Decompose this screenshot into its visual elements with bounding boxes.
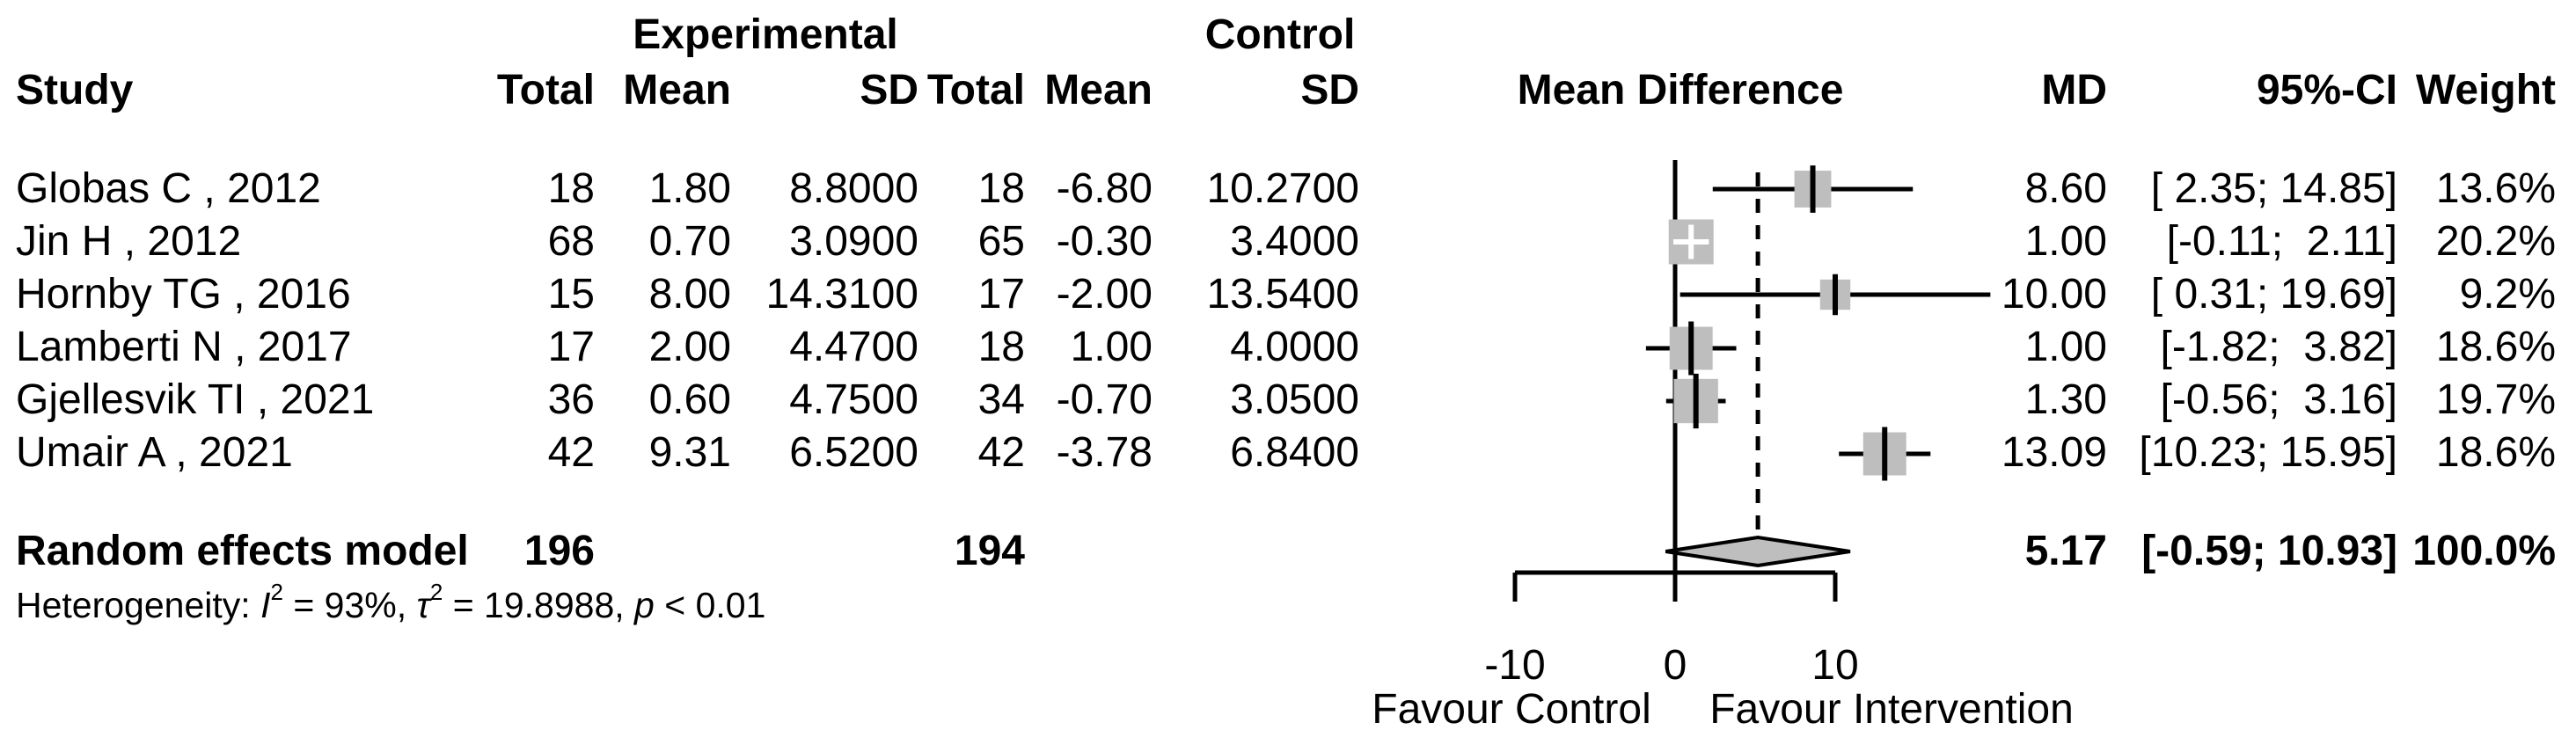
summary-label: Random effects model [16, 528, 469, 574]
exp-sd: 8.8000 [789, 165, 918, 212]
study-label: Lamberti N , 2017 [16, 324, 352, 370]
summary-md-value: 5.17 [2024, 528, 2107, 574]
ci-value: [10.23; 15.95] [2139, 429, 2397, 476]
ctl-mean: -2.00 [1056, 271, 1153, 318]
weight-value: 20.2% [2435, 218, 2556, 265]
summary-ci-value: [-0.59; 10.93] [2141, 528, 2397, 574]
ctl-total: 18 [977, 324, 1025, 370]
summary-weight-value: 100.0% [2412, 528, 2556, 574]
ctl-sd: 6.8400 [1230, 429, 1359, 476]
exp-mean: 0.70 [648, 218, 731, 265]
ctl-total: 34 [977, 376, 1025, 423]
exp-sd: 3.0900 [789, 218, 918, 265]
exp-total: 18 [547, 165, 595, 212]
col-header-ci: 95%-CI [2256, 67, 2397, 113]
col-header-ctl-mean: Mean [1044, 67, 1153, 113]
exp-total: 42 [547, 429, 595, 476]
weight-value: 18.6% [2435, 324, 2556, 370]
md-value: 13.09 [2001, 429, 2107, 476]
ctl-total: 65 [977, 218, 1025, 265]
x-axis-tick-label: 10 [1811, 642, 1858, 689]
md-value: 10.00 [2001, 271, 2107, 318]
ci-value: [-1.82; 3.82] [2160, 324, 2397, 370]
col-header-weight: Weight [2415, 67, 2556, 113]
weight-value: 19.7% [2435, 376, 2556, 423]
het-p-symbol: p [634, 585, 655, 625]
exp-mean: 0.60 [648, 376, 731, 423]
exp-total: 68 [547, 218, 595, 265]
exp-sd: 4.4700 [789, 324, 918, 370]
summary-ctl-total: 194 [954, 528, 1025, 574]
ctl-total: 18 [977, 165, 1025, 212]
ctl-mean: 1.00 [1070, 324, 1153, 370]
het-prefix: Heterogeneity: [16, 585, 261, 625]
weight-value: 18.6% [2435, 429, 2556, 476]
heterogeneity-note: Heterogeneity: I2 = 93%, τ2 = 19.8988, p… [16, 579, 766, 628]
ctl-mean: -6.80 [1056, 165, 1153, 212]
ctl-sd: 13.5400 [1206, 271, 1359, 318]
md-value: 1.00 [2024, 324, 2107, 370]
summary-diamond [1665, 535, 1851, 568]
exp-mean: 2.00 [648, 324, 731, 370]
het-tau-symbol: τ [416, 585, 430, 625]
col-header-ctl-sd: SD [1300, 67, 1359, 113]
ci-value: [-0.11; 2.11] [2166, 218, 2397, 265]
ctl-total: 17 [977, 271, 1025, 318]
het-tau-sup: 2 [429, 579, 443, 605]
col-header-md: MD [2041, 67, 2107, 113]
col-header-ctl-total: Total [926, 67, 1025, 113]
exp-mean: 1.80 [648, 165, 731, 212]
ci-value: [ 2.35; 14.85] [2150, 165, 2397, 212]
het-i-symbol: I [260, 585, 271, 625]
ctl-sd: 10.2700 [1206, 165, 1359, 212]
het-p-text: < 0.01 [654, 585, 766, 625]
exp-sd: 6.5200 [789, 429, 918, 476]
favour-control-label: Favour Control [1372, 686, 1650, 733]
exp-total: 36 [547, 376, 595, 423]
ctl-mean: -0.70 [1056, 376, 1153, 423]
exp-sd: 14.3100 [765, 271, 918, 318]
ci-value: [-0.56; 3.16] [2160, 376, 2397, 423]
het-i-text: = 93%, [282, 585, 417, 625]
summary-exp-total: 196 [523, 528, 595, 574]
study-label: Hornby TG , 2016 [16, 271, 351, 318]
weight-value: 13.6% [2435, 165, 2556, 212]
ctl-total: 42 [977, 429, 1025, 476]
col-header-mean-difference: Mean Difference [1517, 67, 1844, 113]
group-header-control: Control [1204, 11, 1356, 58]
group-header-experimental: Experimental [633, 11, 898, 58]
col-header-exp-total: Total [496, 67, 595, 113]
md-value: 1.30 [2024, 376, 2107, 423]
ctl-mean: -0.30 [1056, 218, 1153, 265]
col-header-exp-sd: SD [860, 67, 918, 113]
ctl-sd: 3.0500 [1230, 376, 1359, 423]
exp-total: 17 [547, 324, 595, 370]
exp-mean: 9.31 [648, 429, 731, 476]
ctl-sd: 3.4000 [1230, 218, 1359, 265]
weight-value: 9.2% [2459, 271, 2556, 318]
x-axis-tick-label: 0 [1664, 642, 1687, 689]
col-header-study: Study [16, 67, 134, 113]
exp-mean: 8.00 [648, 271, 731, 318]
study-label: Umair A , 2021 [16, 429, 293, 476]
exp-sd: 4.7500 [789, 376, 918, 423]
favour-intervention-label: Favour Intervention [1709, 686, 2074, 733]
study-label: Gjellesvik TI , 2021 [16, 376, 375, 423]
study-label: Jin H , 2012 [16, 218, 242, 265]
exp-total: 15 [547, 271, 595, 318]
md-value: 8.60 [2024, 165, 2107, 212]
het-i-sup: 2 [270, 579, 283, 605]
md-value: 1.00 [2024, 218, 2107, 265]
het-tau-text: = 19.8988, [443, 585, 635, 625]
x-axis-tick-label: -10 [1484, 642, 1545, 689]
ctl-sd: 4.0000 [1230, 324, 1359, 370]
ci-value: [ 0.31; 19.69] [2150, 271, 2397, 318]
ctl-mean: -3.78 [1056, 429, 1153, 476]
study-label: Globas C , 2012 [16, 165, 321, 212]
col-header-exp-mean: Mean [623, 67, 731, 113]
